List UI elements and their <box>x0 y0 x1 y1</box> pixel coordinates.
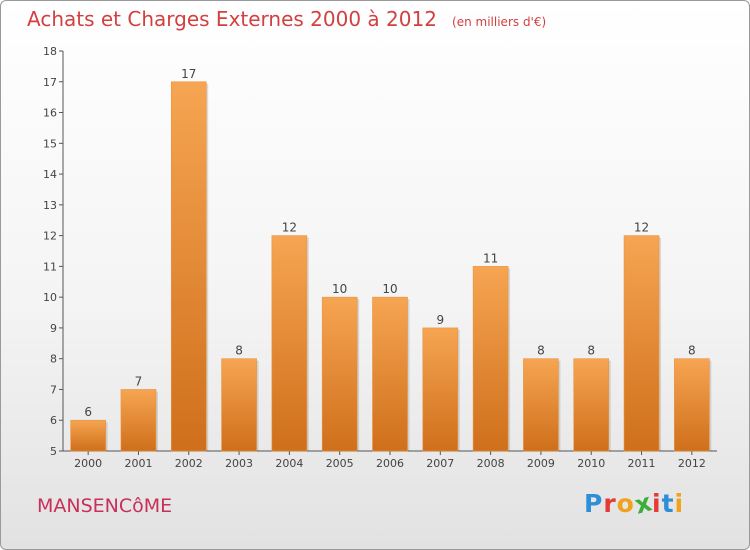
bar-2004 <box>271 235 308 452</box>
y-tick-label: 14 <box>43 168 57 181</box>
x-tick-label-2003: 2003 <box>225 457 253 470</box>
bar-2006 <box>372 296 408 452</box>
y-tick-label: 16 <box>43 107 57 120</box>
bar-2001 <box>120 389 157 452</box>
commune-name: MANSENCôME <box>37 495 173 517</box>
y-tick-label: 5 <box>50 445 57 458</box>
y-tick-label: 8 <box>50 353 57 366</box>
bar-2010 <box>573 358 610 452</box>
x-tick-label-2011: 2011 <box>628 457 656 470</box>
value-label-2000: 6 <box>84 405 92 419</box>
x-tick-label-2001: 2001 <box>124 457 152 470</box>
value-label-2005: 10 <box>332 282 347 296</box>
x-tick-label-2005: 2005 <box>326 457 354 470</box>
y-tick-label: 13 <box>43 199 57 212</box>
bar-2000 <box>70 419 106 452</box>
value-label-2002: 17 <box>181 67 196 81</box>
bar-2012 <box>674 358 710 452</box>
x-tick-label-2002: 2002 <box>175 457 203 470</box>
y-tick-label: 17 <box>43 76 57 89</box>
value-label-2004: 12 <box>282 221 297 235</box>
bar-2005 <box>321 296 358 452</box>
logo-letter: o <box>616 489 635 518</box>
logo-letter: i <box>674 489 685 518</box>
y-tick-label: 9 <box>50 322 57 335</box>
x-tick-label-2008: 2008 <box>477 457 505 470</box>
logo-letter: r <box>603 489 617 518</box>
proxiti-logo: Proxiti <box>584 487 685 519</box>
chart-subtitle: (en milliers d'€) <box>452 15 547 29</box>
value-label-2009: 8 <box>537 344 545 358</box>
y-tick-label: 11 <box>43 260 57 273</box>
bar-2009 <box>523 358 559 452</box>
chart-title: Achats et Charges Externes 2000 à 2012 <box>27 7 437 31</box>
bar-2008 <box>472 266 509 452</box>
y-tick-label: 18 <box>43 45 57 58</box>
x-tick-label-2010: 2010 <box>577 457 605 470</box>
y-tick-label: 15 <box>43 137 57 150</box>
bar-2007 <box>422 327 459 452</box>
bar-2003 <box>221 358 257 452</box>
y-tick-label: 7 <box>50 383 57 396</box>
axes: 5 6 7 8 9 10 11 12 13 14 15 16 17 18 2000 2001 2002 2003 2… <box>43 45 717 470</box>
x-tick-label-2012: 2012 <box>678 457 706 470</box>
value-label-2011: 12 <box>634 221 649 235</box>
x-tick-label-2000: 2000 <box>74 457 102 470</box>
bar-2002 <box>170 81 207 452</box>
value-label-2010: 8 <box>587 344 595 358</box>
x-tick-label-2007: 2007 <box>426 457 454 470</box>
value-label-2012: 8 <box>688 344 696 358</box>
logo-letter: t <box>661 489 675 518</box>
value-label-2008: 11 <box>483 251 498 265</box>
logo-letter: i <box>652 489 662 518</box>
y-tick-label: 10 <box>43 291 57 304</box>
x-tick-label-2004: 2004 <box>275 457 303 470</box>
y-tick-label: 12 <box>43 230 57 243</box>
x-tick-label-2009: 2009 <box>527 457 555 470</box>
y-tick-label: 6 <box>50 414 57 427</box>
bar-2011 <box>623 235 660 452</box>
bars: 6 7 17 8 12 10 10 9 11 8 8 12 8 <box>70 67 712 452</box>
x-tick-label-2006: 2006 <box>376 457 404 470</box>
value-label-2007: 9 <box>436 313 444 327</box>
value-label-2001: 7 <box>135 374 143 388</box>
value-label-2003: 8 <box>235 344 243 358</box>
title-block: Achats et Charges Externes 2000 à 2012 (… <box>27 7 546 31</box>
value-label-2006: 10 <box>382 282 397 296</box>
logo-letter: P <box>584 489 604 518</box>
